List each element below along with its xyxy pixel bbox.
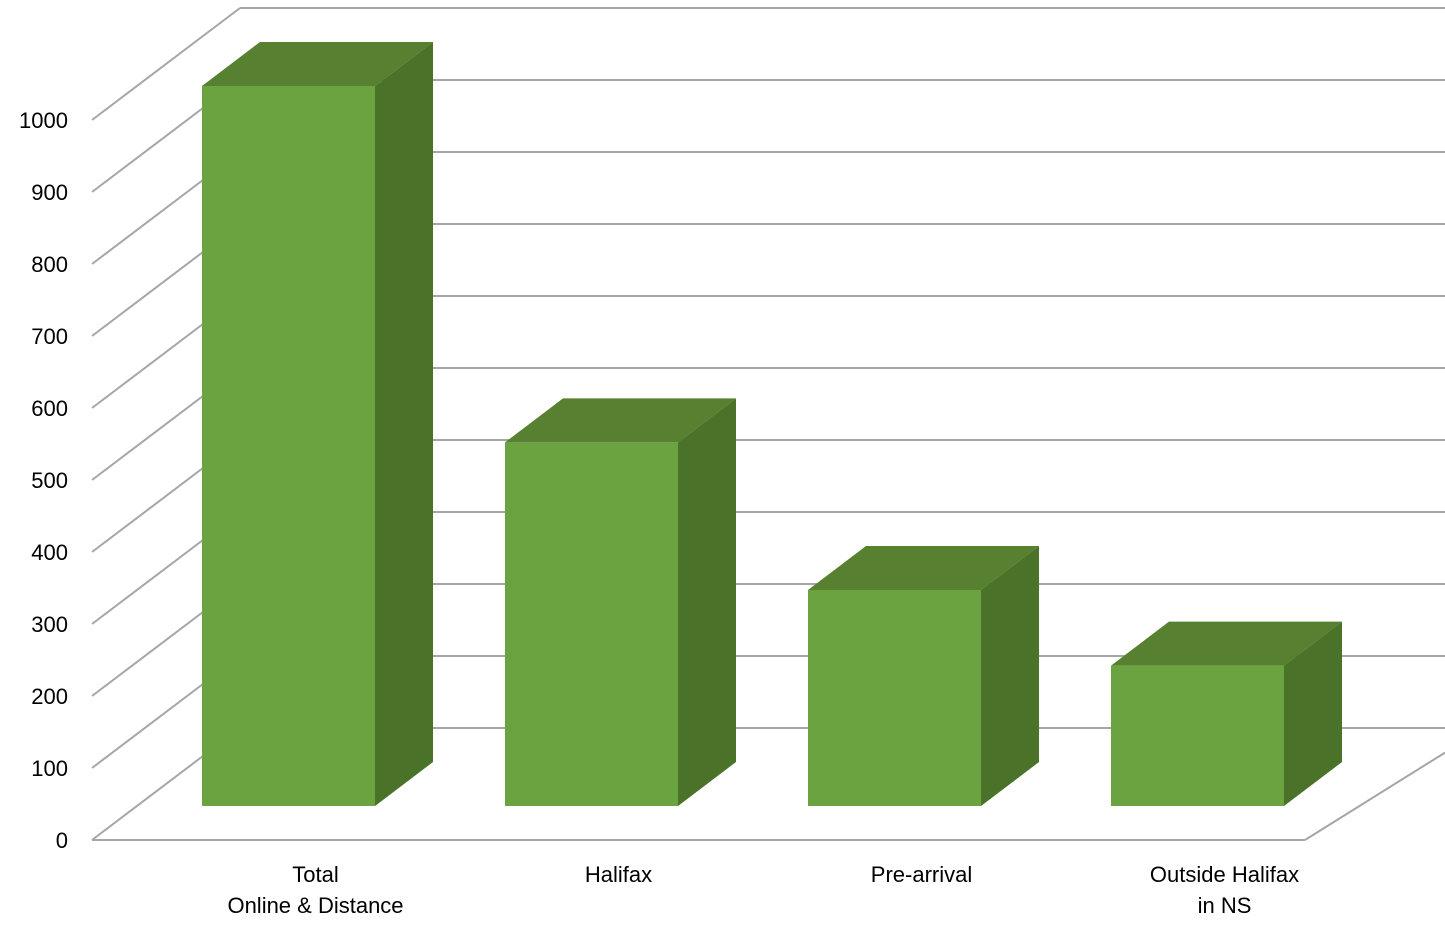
bar-top-face xyxy=(202,42,433,86)
bar-side-face xyxy=(375,42,433,806)
y-tick-label: 300 xyxy=(31,612,68,637)
bar-top-face xyxy=(1111,621,1342,666)
bar-front-face xyxy=(808,590,981,806)
y-tick-label: 400 xyxy=(31,540,68,565)
x-category-label: Halifax xyxy=(585,862,652,887)
bars xyxy=(202,42,1342,806)
y-tick-label: 700 xyxy=(31,324,68,349)
y-tick-label: 500 xyxy=(31,468,68,493)
bar-side-face xyxy=(1284,621,1342,806)
y-tick-label: 800 xyxy=(31,252,68,277)
y-tick-label: 0 xyxy=(56,828,68,853)
bar-front-face xyxy=(1111,665,1284,806)
y-tick-label: 900 xyxy=(31,180,68,205)
bar-front-face xyxy=(505,442,678,806)
bar-top-face xyxy=(505,398,736,443)
y-tick-label: 1000 xyxy=(19,108,68,133)
y-tick-label: 600 xyxy=(31,396,68,421)
bar-2 xyxy=(808,546,1039,806)
bar-side-face xyxy=(981,546,1039,806)
bar-1 xyxy=(505,398,736,806)
gridline-wall-1000 xyxy=(91,7,241,121)
x-axis-labels: Total Online & Distance Halifax Pre-arrival… xyxy=(227,862,1299,918)
bar-top-face xyxy=(808,546,1039,590)
x-category-label: Outside Halifax in NS xyxy=(1150,862,1299,918)
y-tick-label: 100 xyxy=(31,756,68,781)
bar-side-face xyxy=(678,398,736,806)
y-tick-label: 200 xyxy=(31,684,68,709)
floor-right-edge xyxy=(1304,751,1445,841)
x-category-label: Total Online & Distance xyxy=(227,862,403,918)
bar-front-face xyxy=(202,86,375,806)
bar-0 xyxy=(202,42,433,806)
y-axis-ticks: 0 100 200 300 400 500 600 700 800 900 1000 xyxy=(19,108,68,853)
x-category-label: Pre-arrival xyxy=(871,862,972,887)
bar-3 xyxy=(1111,621,1342,806)
